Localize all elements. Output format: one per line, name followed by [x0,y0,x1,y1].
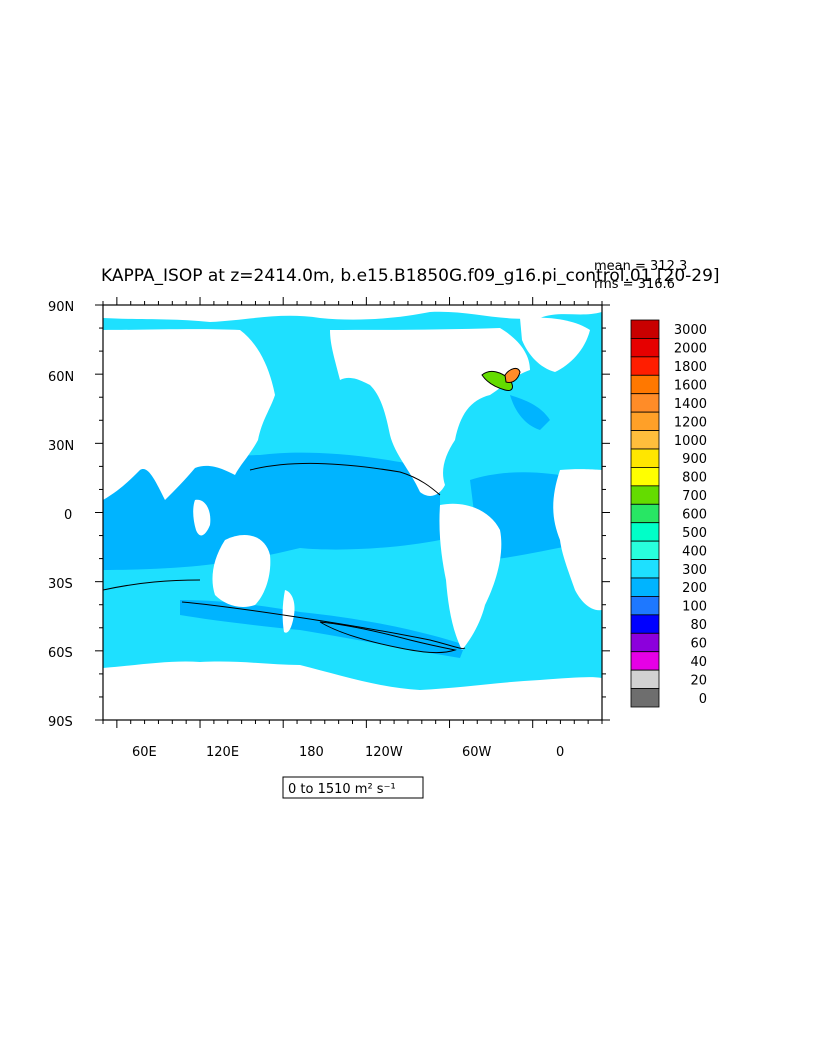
colorbar-swatch [630,688,660,708]
colorbar-swatch [630,485,660,505]
lat-tick-label: 30N [48,439,74,454]
colorbar-swatch [630,338,660,358]
colorbar-label: 1000 [674,434,707,449]
colorbar-label: 400 [682,544,707,559]
lon-tick-label: 180 [299,745,324,760]
lat-tick-label: 90S [48,715,73,730]
land-north-america [330,328,530,496]
colorbar: 3000200018001600140012001000900800700600… [630,319,707,708]
land-india [193,499,211,536]
colorbar-swatch [630,632,660,653]
high-kappa-patch-orange [504,367,521,383]
land-new-zealand [282,590,295,633]
ocean-band-200-300 [103,452,440,570]
land-south-america [439,503,502,650]
contour-southern-ocean-1 [181,601,466,649]
colorbar-swatch [630,614,660,634]
contour-indian-south [103,579,201,591]
colorbar-label: 100 [682,600,707,615]
ocean-band-north-atlantic [510,395,550,430]
lon-tick-label: 60E [132,745,157,760]
land-africa [553,469,602,611]
land-eurasia [103,329,275,500]
colorbar-label: 600 [682,508,707,523]
lon-tick-label: 120W [365,745,403,760]
colorbar-swatch [630,503,660,524]
colorbar-swatch [630,559,660,579]
land-arctic [103,305,602,322]
colorbar-swatch [630,393,660,413]
lat-tick-label: 90N [48,300,74,315]
colorbar-label: 2000 [674,342,707,357]
colorbar-label: 0 [699,692,707,707]
lat-tick-label: 60S [48,646,73,661]
southern-ocean-band [180,600,465,658]
contour-pacific-band [249,462,441,496]
colorbar-swatch [630,596,660,616]
colorbar-swatch [630,448,660,468]
rms-stat: rms = 316.6 [594,277,675,292]
colorbar-swatch [630,669,660,689]
land-australia [212,535,271,607]
colorbar-label: 1200 [674,415,707,430]
colorbar-label: 300 [682,563,707,578]
colorbar-label: 800 [682,471,707,486]
axis-ticks [95,297,610,728]
mean-stat: mean = 312.3 [594,259,687,274]
colorbar-label: 1600 [674,379,707,394]
range-label: 0 to 1510 m² s⁻¹ [288,782,396,797]
colorbar-swatch [630,356,660,376]
lon-tick-label: 120E [206,745,239,760]
colorbar-label: 200 [682,581,707,596]
map-panel: 90N 60N 30N 0 30S 60S 90S 60E 120E 180 1… [48,297,610,760]
land-greenland [520,317,590,372]
lat-tick-label: 60N [48,370,74,385]
colorbar-label: 1800 [674,360,707,375]
colorbar-label: 3000 [674,323,707,338]
range-box [282,776,424,799]
colorbar-swatch [630,319,660,339]
land-antarctica [103,661,602,720]
lat-tick-label: 0 [64,508,72,523]
colorbar-label: 900 [682,452,707,467]
lon-tick-label: 0 [556,745,564,760]
colorbar-label: 1400 [674,397,707,412]
colorbar-swatch [630,374,660,395]
contour-southern-ocean-2 [319,621,457,654]
colorbar-swatch [630,540,660,560]
colorbar-swatch [630,467,660,487]
colorbar-label: 40 [690,655,707,670]
colorbar-swatch [630,430,660,450]
plot-title: KAPPA_ISOP at z=2414.0m, b.e15.B1850G.f0… [101,266,720,286]
colorbar-swatch [630,651,660,671]
colorbar-label: 500 [682,526,707,541]
colorbar-swatch [630,411,660,431]
lat-tick-label: 30S [48,577,73,592]
colorbar-label: 80 [690,618,707,633]
colorbar-swatch [630,577,660,597]
colorbar-label: 60 [690,637,707,652]
colorbar-label: 20 [690,673,707,688]
colorbar-label: 700 [682,489,707,504]
lon-tick-label: 60W [462,745,492,760]
colorbar-swatch [630,522,660,542]
